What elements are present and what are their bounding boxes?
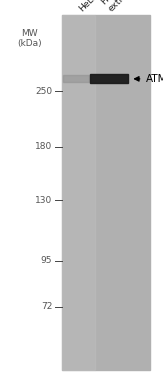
Text: 95: 95 [41,256,52,266]
Bar [90,74,128,83]
Text: 72: 72 [41,302,52,311]
Text: 130: 130 [35,195,52,205]
Text: 180: 180 [35,142,52,151]
Text: HeLa: HeLa [78,0,100,13]
Text: MW
(kDa): MW (kDa) [17,29,42,48]
Bar [62,15,95,370]
Bar [63,75,89,82]
Text: HeLa nuclear
extract: HeLa nuclear extract [100,0,156,13]
Text: 250: 250 [35,87,52,96]
Text: ATM: ATM [146,74,163,84]
Bar [62,15,150,370]
